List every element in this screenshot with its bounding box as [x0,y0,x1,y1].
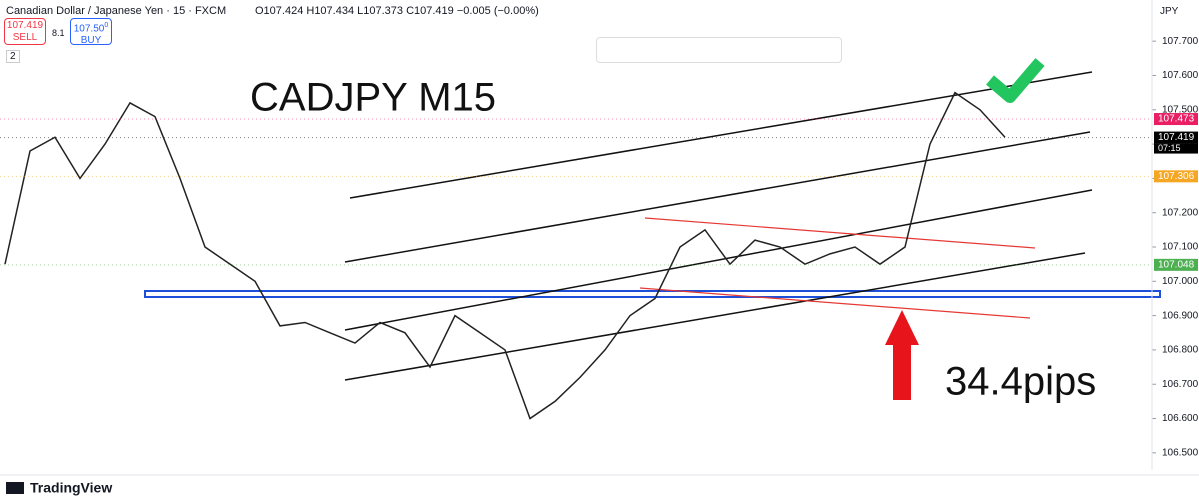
sell-button[interactable]: 107.419 SELL [4,18,46,45]
y-tick-label: 107.600 [1162,70,1199,81]
y-tick-label: 107.100 [1162,242,1199,253]
y-tick-label: 107.000 [1162,276,1199,287]
check-mark [986,58,1045,103]
y-tick-label: 106.600 [1162,413,1199,424]
sell-price: 107.419 [6,20,44,31]
y-tick-label: 106.900 [1162,310,1199,321]
y-tick-label: 107.200 [1162,207,1199,218]
trend-lines [344,71,1093,381]
y-tick-label: 106.500 [1162,447,1199,458]
pips-annotation: 34.4pips [945,360,1096,404]
drawing-toolbar[interactable] [596,37,842,63]
currency[interactable]: JPY [1160,6,1179,17]
price-label-bg [1154,258,1198,271]
buy-price-row: 107.500 [71,20,111,35]
buy-button[interactable]: 107.500 BUY [70,18,112,47]
chart-annotation-title: CADJPY M15 [250,76,496,120]
up-arrow [885,310,919,400]
price-label-bg [1154,170,1198,183]
buy-label: BUY [80,35,102,47]
price-label-bg [1154,131,1198,144]
support-zone [144,290,1161,298]
price-label: 107.473 [1158,114,1195,125]
spread: 8.1 [52,28,65,38]
red-lines [639,217,1036,319]
symbol: Canadian Dollar / Japanese Yen · 15 · FX… [6,5,227,17]
ohlc: O107.424 H107.434 L107.373 C107.419 −0.0… [255,5,539,17]
sell-label: SELL [12,32,38,43]
indicator-count[interactable]: 2 [6,50,20,63]
price-label: 107.306 [1158,171,1195,182]
buy-price: 107.50 [73,23,105,35]
y-tick-label: 106.800 [1162,345,1199,356]
price-label-bg [1154,113,1198,126]
buy-price-sup: 0 [104,22,109,29]
price-line [4,91,1006,420]
countdown-bg [1154,143,1198,154]
price-label: 107.419 [1158,132,1195,143]
y-tick-label: 106.700 [1162,379,1199,390]
price-label: 107.048 [1158,259,1195,270]
brand: TradingView [30,480,112,496]
y-tick-label: 107.500 [1162,104,1199,115]
y-tick-label: 107.700 [1162,36,1199,47]
countdown: 07:15 [1158,143,1181,153]
brand-logo [6,482,24,494]
